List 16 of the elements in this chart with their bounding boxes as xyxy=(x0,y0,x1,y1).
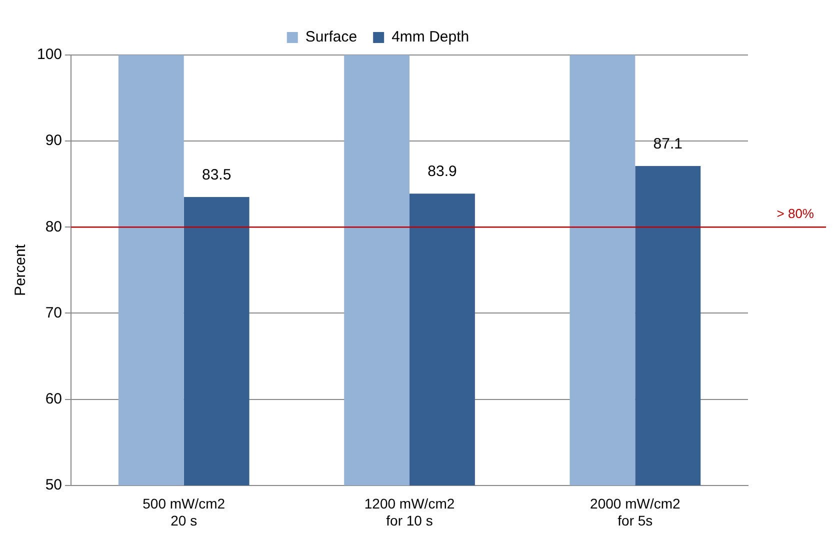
legend-label: 4mm Depth xyxy=(392,28,470,46)
ref-line-label: > 80% xyxy=(776,206,814,222)
data-label: 83.9 xyxy=(428,163,457,180)
y-tick-label: 60 xyxy=(45,390,62,408)
y-tick-label: 80 xyxy=(45,218,62,236)
y-tick-label: 100 xyxy=(36,46,62,64)
y-tick-label: 90 xyxy=(45,132,62,150)
data-label: 83.5 xyxy=(202,166,232,184)
y-axis-title: Percent xyxy=(12,244,30,296)
x-tick-label: 500 mW/cm2 20 s xyxy=(142,496,226,528)
y-tick-label: 50 xyxy=(45,476,62,494)
x-tick-label: 2000 mW/cm2 for 5s xyxy=(590,496,681,528)
data-label: 87.1 xyxy=(653,136,682,153)
legend-label: Surface xyxy=(305,28,358,46)
x-tick-label: 1200 mW/cm2 for 10 s xyxy=(364,496,455,528)
y-tick-label: 70 xyxy=(45,304,62,322)
